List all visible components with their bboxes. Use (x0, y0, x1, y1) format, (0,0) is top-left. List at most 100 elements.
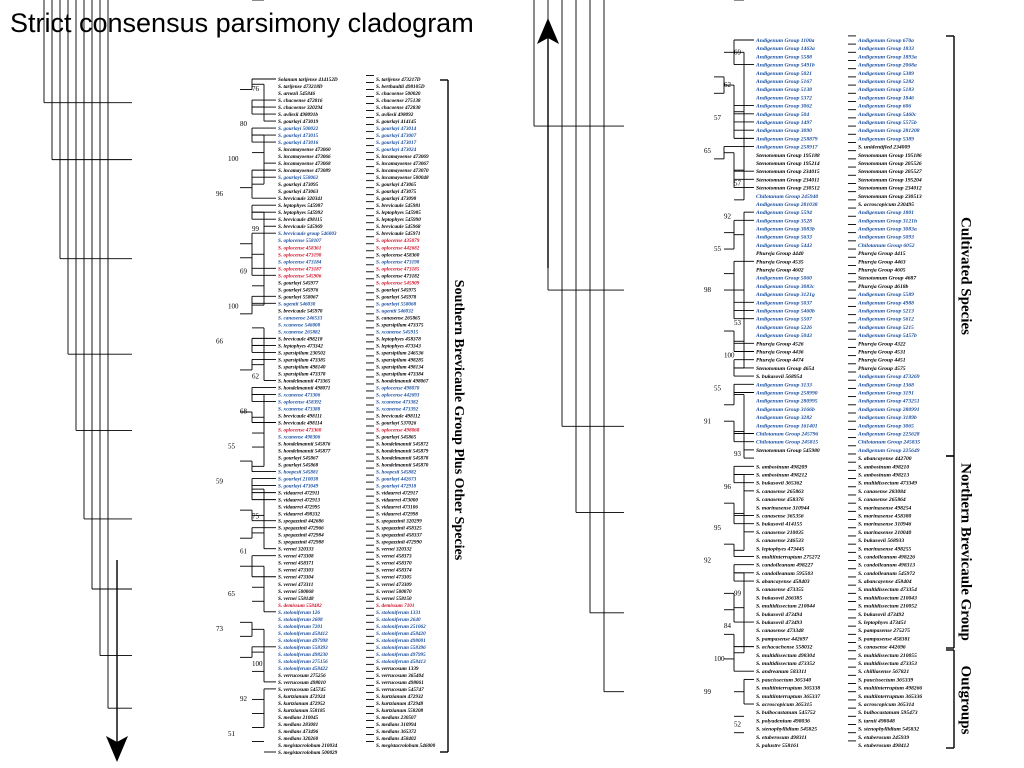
taxon-label: S. achacachense 558032 (756, 645, 813, 651)
taxon-label: S. brevicaule 498112 (376, 414, 421, 420)
taxon-label: S. leptophyes 545985 (376, 210, 421, 216)
taxon-label: S. pampasense 458381 (858, 636, 910, 642)
taxon-label: S. leptophyes 473343 (376, 343, 421, 349)
taxon-label: S. vernei 500068 (278, 589, 314, 595)
taxon-label: Andigenum Group 1368 (857, 382, 914, 388)
support-value: 100 (228, 155, 239, 163)
support-value: 57 (734, 180, 742, 188)
taxon-label: Andigenum Group 281038 (755, 202, 818, 208)
taxon-label: S. vidaurrei 472995 (278, 505, 320, 511)
taxon-label: S. sparsipilum 498285 (376, 357, 424, 363)
taxon-label: Phureja Group 4415 (858, 251, 906, 257)
taxon-label: S. pampasense 275275 (858, 628, 910, 634)
taxon-label: Stenotomum Group 234011 (756, 177, 820, 183)
taxon-label: S. canasense 246533 (278, 315, 323, 321)
support-value: 99 (252, 225, 260, 233)
taxon-label: S. marinasense 458380 (858, 513, 912, 519)
taxon-label: S. oplocense 458361 (278, 245, 322, 251)
taxon-label: S. oplocense 442682 (376, 245, 420, 251)
taxon-label: S. vidaurrei 472913 (278, 498, 320, 504)
taxon-label: S. abancayense 442700 (858, 456, 912, 462)
taxon-label: Stenotomum Group 230513 (858, 194, 922, 200)
taxon-label: S. xcanense 473388 (278, 406, 321, 412)
taxon-label: Chilotanum Group 245815 (756, 440, 818, 446)
taxon-label: S. multidissectum 473352 (756, 661, 815, 667)
taxon-label: Andigenum Group 225628 (857, 431, 920, 437)
taxon-label: S. vernei 558150 (376, 596, 412, 602)
support-value: 84 (724, 622, 732, 630)
taxon-label: S. vidaurrei 498332 (278, 512, 320, 518)
taxon-label: Andigenum Group 5443 (755, 243, 812, 249)
support-value: 100 (714, 655, 725, 663)
taxon-label: S. stoloniferum 558393 (278, 645, 328, 651)
support-value: 68 (240, 408, 248, 416)
taxon-label: Andigenum Group 473269 (857, 374, 920, 380)
taxon-label: S. vernei 458371 (278, 561, 314, 567)
taxon-label: Andigenum Group 5460b (755, 309, 815, 315)
support-value: 96 (724, 483, 732, 491)
taxon-label: S. verrucosum 1339 (376, 666, 419, 672)
taxon-label: S. gourlayi 473019 (278, 119, 319, 125)
taxon-label: S. gourlayi 414145 (376, 119, 417, 125)
taxon-label: S. hoopesii 545881 (278, 470, 319, 476)
taxon-label: S. ambosinum 498212 (756, 472, 807, 478)
taxon-label: S. gourlayi 545865 (376, 435, 417, 441)
taxon-label: S. paucissectum 365339 (858, 677, 913, 683)
taxon-label: S. kurtzianum 558185 (278, 708, 326, 714)
taxon-label: Andigenum Group 5183 (857, 87, 914, 93)
taxon-label: S. brevicaule 498115 (278, 217, 323, 223)
support-value: 69 (734, 48, 742, 56)
taxon-label: Stenotomum Group 230512 (756, 186, 820, 192)
taxon-label: S. leptophyes 545987 (278, 203, 323, 209)
taxon-label: S. sparsipilum 473384 (376, 371, 424, 377)
taxon-label: S. gourlayi 473014 (376, 126, 417, 132)
taxon-label: S. medians 210045 (278, 715, 319, 721)
taxon-label: S. canasense 365356 (756, 513, 804, 519)
taxon-label: S. xcanense 265882 (278, 329, 321, 335)
taxon-label: S. canasense 265864 (858, 497, 906, 503)
taxon-label: S. gourlayi 500022 (278, 126, 319, 132)
taxon-label: S. multidissectum 210043 (858, 595, 917, 601)
taxon-label: Andigenum Group 258990 (755, 391, 818, 397)
taxon-label: S. verrucosum 365404 (376, 673, 424, 679)
taxon-label: S. brevicaule 498218 (278, 336, 323, 342)
taxon-label: Andigenum Group 1833 (857, 46, 914, 52)
taxon-label: Andigenum Group 225649 (857, 448, 920, 454)
taxon-label: S. medians 320260 (278, 736, 319, 742)
taxon-label: Andigenum Group 1846 (857, 95, 914, 101)
taxon-label: Andigenum Group 5043 (755, 333, 812, 339)
taxon-label: Andigenum Group 5389 (857, 71, 914, 77)
taxon-label: S. gourlayi 473063 (278, 189, 319, 195)
taxon-label: S. hondelmannii 473365 (278, 378, 331, 384)
taxon-label: S. gourlayi 473095 (278, 182, 319, 188)
taxon-label: S. etuberosum 498412 (858, 743, 909, 749)
taxon-label: Phureja Group 4322 (858, 341, 906, 347)
taxon-label: S. oplocense 473360 (278, 428, 322, 434)
support-value: 65 (704, 147, 712, 155)
taxon-label: S. stoloniferum 458420 (376, 631, 426, 637)
taxon-label: S. hondelmannii 545870 (376, 463, 429, 469)
taxon-label: S. verrucosum 545745 (278, 687, 326, 693)
taxon-label: S. sparsipilum 498134 (376, 364, 424, 370)
taxon-label: S. canasense 473348 (756, 628, 804, 634)
support-value: 66 (216, 337, 224, 345)
support-value: 61 (240, 548, 248, 556)
support-value: 100 (228, 302, 239, 310)
support-value: 92 (240, 695, 248, 703)
taxon-label: S. gourlayi 472918 (376, 484, 417, 490)
taxon-label: Andigenum Group 4988 (857, 300, 914, 306)
taxon-label: S. multidissectum 210055 (858, 653, 917, 659)
taxon-label: S. candolleanum 498227 (756, 563, 813, 569)
taxon-label: S. avilesii 498091b (278, 112, 318, 118)
taxon-label: S. oplocense 442693 (376, 392, 420, 398)
taxon-label: Stenotomum Group 234015 (756, 169, 820, 175)
taxon-label: S. stoloniferum 558396 (376, 645, 426, 651)
taxon-label: Andigenum Group 3065 (857, 423, 914, 429)
taxon-label: S. ugentii 546030 (278, 301, 316, 307)
taxon-label: S. bukasovii 266385 (756, 595, 802, 601)
taxon-label: S. vernei 473309 (376, 582, 412, 588)
taxon-label: S. oplocense 435079 (376, 238, 420, 244)
taxon-label: S. demissum 7101 (376, 603, 415, 609)
taxon-label: S. oplocense 545909 (376, 280, 420, 286)
